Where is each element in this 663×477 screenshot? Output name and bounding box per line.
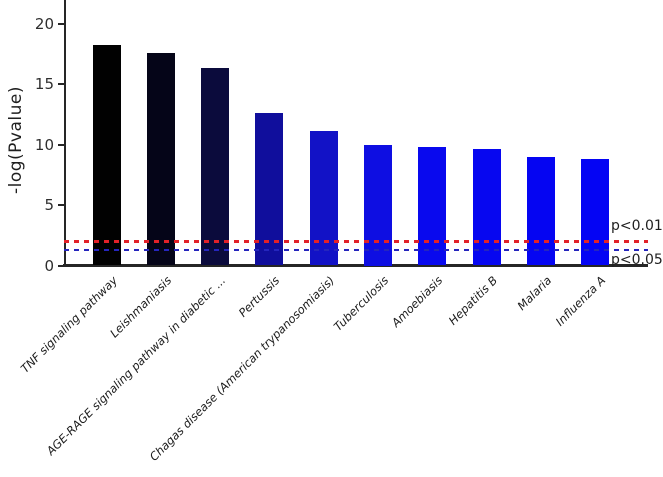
bar	[255, 113, 284, 266]
y-tick-label: 10	[34, 135, 54, 154]
bar	[201, 68, 230, 266]
y-tick-mark	[58, 264, 64, 267]
bar	[472, 149, 501, 266]
bar	[309, 131, 338, 266]
bar	[146, 52, 175, 266]
bar	[526, 156, 555, 266]
y-tick-mark	[58, 204, 64, 206]
y-tick-label: 0	[44, 256, 54, 275]
y-tick-label: 5	[44, 196, 54, 214]
threshold-line	[64, 248, 648, 252]
y-tick-label: 15	[34, 75, 54, 93]
y-tick-mark	[58, 83, 64, 85]
bar	[92, 45, 121, 266]
y-axis-line	[64, 0, 66, 266]
bar	[418, 146, 447, 266]
bar	[364, 144, 392, 266]
bar	[581, 159, 610, 266]
x-axis-line	[63, 264, 648, 267]
y-tick-mark	[58, 143, 64, 146]
threshold-label: p<0.01	[611, 218, 663, 235]
y-tick-mark	[58, 22, 64, 25]
y-tick-label: 20	[34, 14, 54, 33]
threshold-label: p<0.05	[611, 251, 663, 268]
threshold-line	[64, 240, 648, 243]
